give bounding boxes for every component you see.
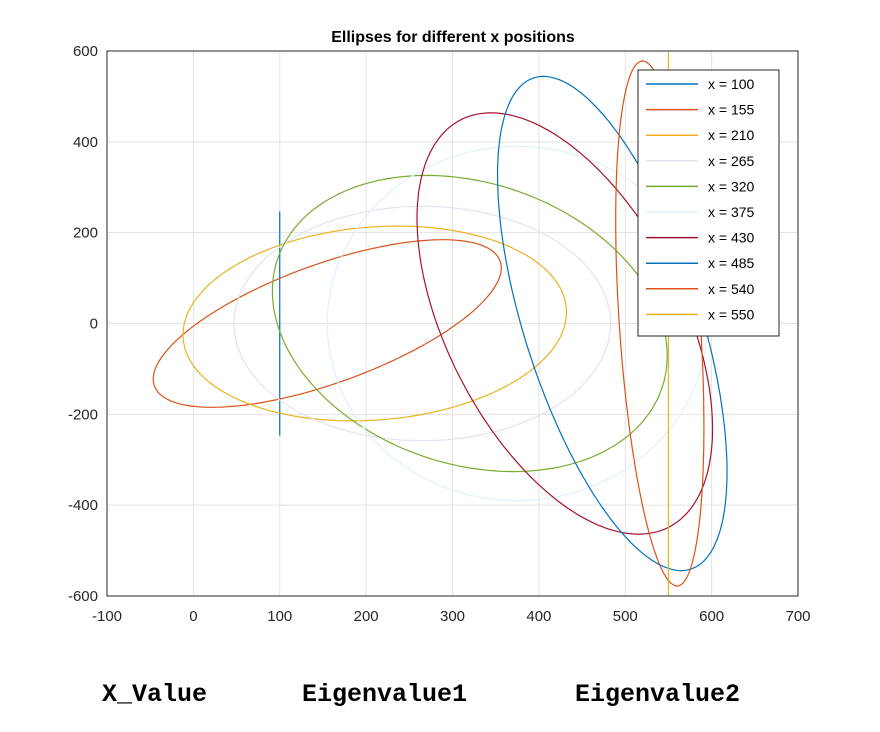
y-tick-label: 400 [73, 134, 98, 151]
chart-svg: -100 0 100 200 300 400 500 600 700 600 400 200 0 -20… [68, 29, 811, 625]
y-tick-label: -200 [68, 406, 98, 423]
ellipse-series-8 [496, 75, 728, 572]
x-tick-label: 0 [189, 608, 197, 625]
legend: x = 100 x = 155 x = 210 x = 265 x = 320 x = 3… [637, 69, 780, 337]
y-tick-label: 600 [73, 43, 98, 60]
legend-entry-label: x = 320 [708, 178, 755, 194]
legend-entry-label: x = 375 [708, 204, 755, 220]
eigenvalue1-label: Eigenvalue1 [302, 680, 468, 709]
footer-labels: X_Value Eigenvalue1 Eigenvalue2 [0, 680, 880, 720]
chart-title: Ellipses for different x positions [331, 29, 575, 46]
legend-entry-label: x = 265 [708, 153, 755, 169]
legend-box [637, 69, 780, 337]
legend-entry-label: x = 550 [708, 306, 755, 322]
eigenvalue2-label: Eigenvalue2 [575, 680, 741, 709]
legend-entry-label: x = 430 [708, 230, 755, 246]
x-tick-label: 100 [267, 608, 292, 625]
legend-entry-label: x = 210 [708, 127, 755, 143]
x-tick-label: 600 [699, 608, 724, 625]
ellipse-series-4 [233, 205, 612, 442]
legend-entry-label: x = 155 [708, 102, 755, 118]
plot-frame [106, 50, 799, 597]
y-tick-label: 0 [90, 316, 98, 333]
x-value-label: X_Value [102, 680, 208, 709]
ellipse-series-3 [182, 225, 568, 422]
ellipse-series-2 [152, 239, 502, 408]
legend-entry-label: x = 540 [708, 281, 755, 297]
y-tick-label: -400 [68, 497, 98, 514]
x-tick-label: 400 [526, 608, 551, 625]
x-tick-label: 500 [613, 608, 638, 625]
x-tick-label: 300 [440, 608, 465, 625]
y-tick-labels: 600 400 200 0 -200 -400 -600 [68, 43, 98, 605]
x-tick-labels: -100 0 100 200 300 400 500 600 700 [92, 608, 811, 625]
x-tick-label: -100 [92, 608, 122, 625]
x-tick-label: 700 [785, 608, 810, 625]
x-tick-label: 200 [354, 608, 379, 625]
y-tick-label: 200 [73, 225, 98, 242]
ellipse-series-6 [326, 145, 708, 502]
ellipse-series-7 [416, 112, 714, 535]
legend-entry-label: x = 100 [708, 76, 755, 92]
legend-entry-label: x = 485 [708, 255, 755, 271]
y-tick-label: -600 [68, 588, 98, 605]
